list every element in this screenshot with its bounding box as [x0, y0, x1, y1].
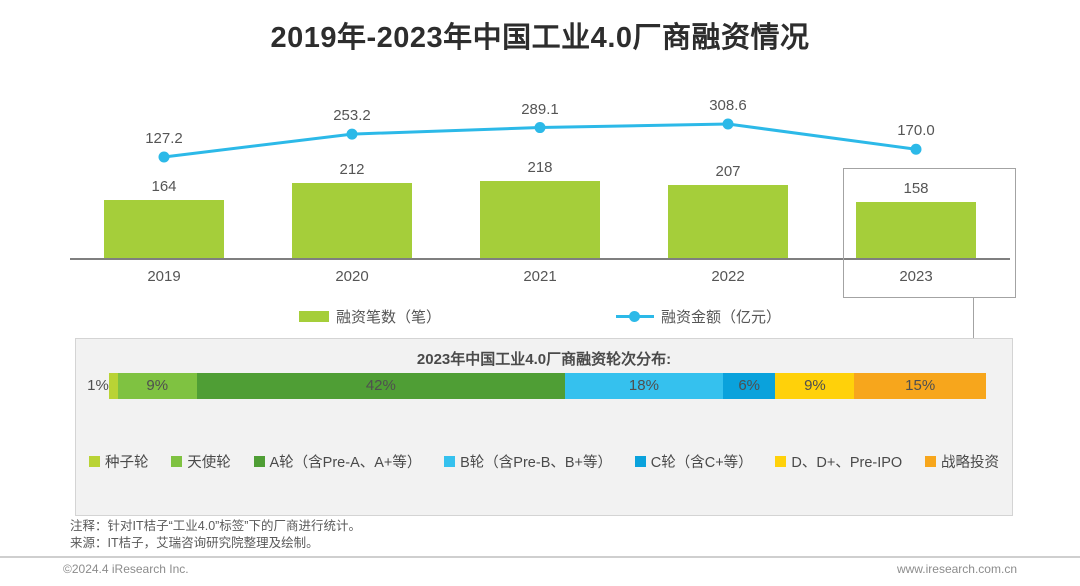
legend-label: 种子轮: [105, 455, 149, 471]
line-marker-icon: [629, 311, 640, 322]
x-tick-label: 2022: [711, 268, 745, 285]
bar-column: 212: [258, 90, 446, 258]
bar-value-label: 164: [151, 177, 177, 195]
footnotes: 注释：针对IT桔子“工业4.0”标签”下的厂商进行统计。 来源：IT桔子，艾瑞咨…: [70, 518, 361, 552]
distribution-legend-item: 种子轮: [89, 451, 149, 472]
distribution-legend-item: A轮（含Pre-A、A+等）: [253, 451, 422, 472]
line-series: [158, 118, 922, 163]
bar-2023: [856, 202, 976, 258]
line-point-icon: [910, 143, 922, 155]
legend-label: D、D+、Pre-IPO: [791, 455, 903, 471]
copyright-text: ©2024.4 iResearch Inc.: [63, 562, 189, 576]
legend-swatch-icon: [924, 456, 936, 467]
legend-label-line-series: 融资金额（亿元）: [661, 309, 782, 326]
line-value-label: 289.1: [521, 100, 559, 118]
line-point-icon: [534, 122, 546, 134]
bar-series-swatch-icon: [298, 311, 329, 322]
legend-swatch-icon: [89, 456, 100, 467]
line-value-label: 253.2: [333, 107, 371, 125]
bar-value-label: 207: [715, 162, 741, 180]
line-point-icon: [722, 118, 734, 130]
line-point-icon: [158, 151, 170, 163]
stack-segment: 15%: [854, 373, 986, 399]
legend-item-line-series: 融资金额（亿元）: [616, 306, 781, 327]
legend-label: A轮（含Pre-A、A+等）: [269, 455, 422, 471]
line-value-label: 170.0: [897, 122, 935, 140]
x-tick-label: 2019: [147, 268, 181, 285]
legend-item-bar-series: 融资笔数（笔）: [298, 306, 441, 327]
highlight-connector-line: [973, 297, 974, 338]
bar-2022: [668, 184, 788, 258]
stack-segment: 18%: [565, 373, 723, 399]
bar-value-label: 212: [339, 160, 365, 178]
distribution-panel-title: 2023年中国工业4.0厂商融资轮次分布:: [416, 351, 672, 368]
distribution-legend: 种子轮 天使轮 A轮（含Pre-A、A+等） B轮（含Pre-B、B+等） C轮（含C+…: [76, 451, 1012, 472]
footer-divider: [0, 556, 1080, 558]
legend-swatch-icon: [253, 456, 265, 467]
x-axis-line: [70, 258, 1010, 260]
x-tick-label: 2023: [899, 268, 933, 285]
distribution-legend-item: B轮（含Pre-B、B+等）: [444, 451, 612, 472]
distribution-legend-item: D、D+、Pre-IPO: [775, 451, 902, 472]
legend-swatch-icon: [634, 456, 646, 467]
website-text: www.iresearch.com.cn: [896, 562, 1017, 576]
bar-value-label: 158: [903, 180, 929, 198]
stack-segment: 42%: [196, 373, 566, 399]
segment-percent-label: 1%: [87, 377, 109, 394]
legend-swatch-icon: [171, 456, 183, 467]
bar-2020: [292, 182, 412, 258]
segment-percent-label: 15%: [905, 377, 936, 394]
legend-swatch-icon: [444, 456, 456, 467]
bar-column: 164: [70, 90, 258, 258]
bar-column: 218: [446, 90, 634, 258]
legend-label: C轮（含C+等）: [650, 455, 753, 471]
legend-label-bar-series: 融资笔数（笔）: [335, 309, 441, 326]
distribution-legend-item: 天使轮: [171, 451, 231, 472]
distribution-legend-item: C轮（含C+等）: [634, 451, 753, 472]
segment-percent-label: 18%: [628, 377, 659, 394]
bar-2021: [480, 180, 600, 258]
footnote-line: 注释：针对IT桔子“工业4.0”标签”下的厂商进行统计。: [70, 519, 361, 533]
highlight-box-2023: [843, 168, 1016, 298]
combo-chart: 164 212 218 207 158 127.2 253.2 289.1 308.6 170.0: [70, 90, 1010, 258]
segment-percent-label: 9%: [804, 377, 826, 394]
x-tick-label: 2020: [335, 268, 369, 285]
stack-segment: 1%: [87, 373, 118, 399]
stacked-bar: 1% 9% 42% 18% 6% 9% 15%: [87, 373, 986, 399]
segment-percent-label: 6%: [738, 377, 761, 394]
legend-label: 战略投资: [940, 455, 999, 471]
line-series-swatch-icon: [616, 311, 654, 322]
line-point-icon: [346, 128, 358, 140]
legend-swatch-icon: [775, 456, 787, 467]
stack-segment: 6%: [722, 373, 776, 399]
footnote-line: 来源：IT桔子，艾瑞咨询研究院整理及绘制。: [70, 536, 319, 550]
page-title: 2019年-2023年中国工业4.0厂商融资情况: [270, 22, 810, 54]
x-tick-label: 2021: [523, 268, 557, 285]
segment-percent-label: 9%: [146, 377, 169, 394]
line-value-label: 127.2: [145, 130, 183, 147]
stack-segment: 9%: [775, 373, 855, 399]
segment-percent-label: 42%: [365, 377, 396, 394]
bar-column: 207: [634, 90, 822, 258]
chart-legend: 融资笔数（笔） 融资金额（亿元）: [70, 306, 1010, 327]
distribution-legend-item: 战略投资: [924, 451, 999, 472]
bar-value-label: 218: [527, 158, 553, 176]
distribution-panel: 2023年中国工业4.0厂商融资轮次分布: 1% 9% 42% 18% 6% 9% 15% …: [75, 338, 1013, 516]
bar-2019: [104, 199, 224, 258]
legend-label: B轮（含Pre-B、B+等）: [460, 455, 612, 471]
legend-label: 天使轮: [187, 455, 231, 471]
bar-column: 158: [822, 90, 1010, 258]
line-value-label: 308.6: [709, 97, 747, 114]
stack-segment: 9%: [117, 373, 197, 399]
